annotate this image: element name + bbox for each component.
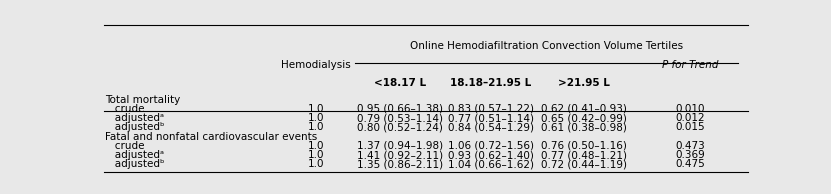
Text: 0.77 (0.48–1.21): 0.77 (0.48–1.21): [541, 150, 627, 160]
Text: adjustedᵃ: adjustedᵃ: [106, 113, 165, 123]
Text: 1.35 (0.86–2.11): 1.35 (0.86–2.11): [357, 159, 443, 169]
Text: 1.0: 1.0: [307, 141, 324, 151]
Text: 1.0: 1.0: [307, 122, 324, 132]
Text: 18.18–21.95 L: 18.18–21.95 L: [450, 78, 532, 88]
Text: Hemodialysis: Hemodialysis: [281, 60, 351, 70]
Text: 0.015: 0.015: [675, 122, 705, 132]
Text: 0.93 (0.62–1.40): 0.93 (0.62–1.40): [448, 150, 534, 160]
Text: 1.41 (0.92–2.11): 1.41 (0.92–2.11): [357, 150, 443, 160]
Text: 0.61 (0.38–0.98): 0.61 (0.38–0.98): [541, 122, 627, 132]
Text: 0.010: 0.010: [676, 104, 705, 114]
Text: 0.012: 0.012: [675, 113, 705, 123]
Text: 0.79 (0.53–1.14): 0.79 (0.53–1.14): [357, 113, 443, 123]
Text: Fatal and nonfatal cardiovascular events: Fatal and nonfatal cardiovascular events: [106, 132, 317, 142]
Text: adjustedᵃ: adjustedᵃ: [106, 150, 165, 160]
Text: adjustedᵇ: adjustedᵇ: [106, 122, 165, 132]
Text: Online Hemodiafiltration Convection Volume Tertiles: Online Hemodiafiltration Convection Volu…: [410, 42, 683, 51]
Text: adjustedᵇ: adjustedᵇ: [106, 159, 165, 169]
Text: <18.17 L: <18.17 L: [374, 78, 426, 88]
Text: 0.62 (0.41–0.93): 0.62 (0.41–0.93): [541, 104, 627, 114]
Text: 0.475: 0.475: [675, 159, 705, 169]
Text: 1.06 (0.72–1.56): 1.06 (0.72–1.56): [448, 141, 534, 151]
Text: 0.369: 0.369: [675, 150, 705, 160]
Text: 0.473: 0.473: [675, 141, 705, 151]
Text: 0.72 (0.44–1.19): 0.72 (0.44–1.19): [541, 159, 627, 169]
Text: 0.77 (0.51–1.14): 0.77 (0.51–1.14): [448, 113, 534, 123]
Text: 0.80 (0.52–1.24): 0.80 (0.52–1.24): [357, 122, 443, 132]
Text: 0.95 (0.66–1.38): 0.95 (0.66–1.38): [357, 104, 443, 114]
Text: 0.76 (0.50–1.16): 0.76 (0.50–1.16): [541, 141, 627, 151]
Text: 1.0: 1.0: [307, 150, 324, 160]
Text: 1.04 (0.66–1.62): 1.04 (0.66–1.62): [448, 159, 534, 169]
Text: 0.83 (0.57–1.22): 0.83 (0.57–1.22): [448, 104, 534, 114]
Text: 0.84 (0.54–1.29): 0.84 (0.54–1.29): [448, 122, 534, 132]
Text: >21.95 L: >21.95 L: [558, 78, 610, 88]
Text: 0.65 (0.42–0.99): 0.65 (0.42–0.99): [541, 113, 627, 123]
Text: crude: crude: [106, 141, 145, 151]
Text: 1.0: 1.0: [307, 159, 324, 169]
Text: P for Trend: P for Trend: [661, 60, 718, 70]
Text: crude: crude: [106, 104, 145, 114]
Text: Total mortality: Total mortality: [106, 95, 180, 105]
Text: 1.0: 1.0: [307, 113, 324, 123]
Text: 1.0: 1.0: [307, 104, 324, 114]
Text: 1.37 (0.94–1.98): 1.37 (0.94–1.98): [357, 141, 443, 151]
